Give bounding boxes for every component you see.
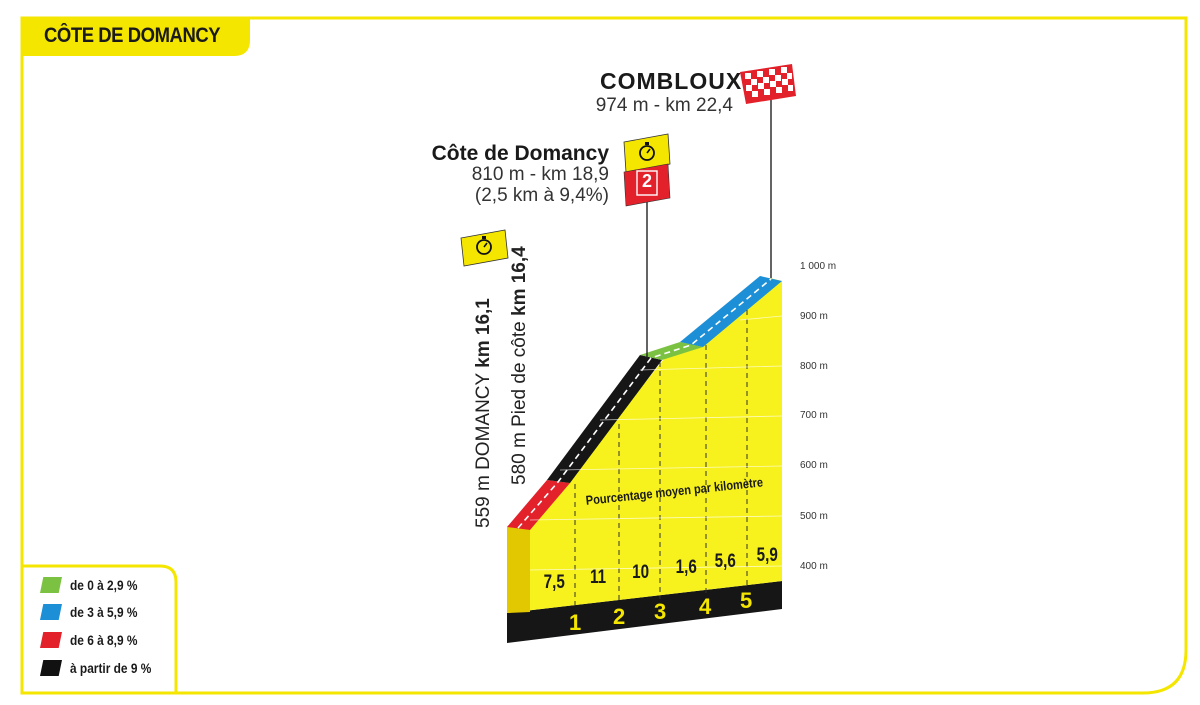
segment-black (547, 355, 662, 483)
legend-label: à partir de 9 % (70, 660, 152, 676)
y-tick: 600 m (800, 460, 828, 471)
profile-body (507, 278, 782, 613)
gradient-value: 11 (590, 567, 607, 588)
waypoint-town-km: km 16,1 (473, 298, 494, 368)
waypoint-foot-km: km 16,4 (509, 246, 530, 316)
route-centerline (517, 278, 772, 529)
y-tick: 700 m (800, 410, 828, 421)
waypoint-timer-flag-icon (460, 229, 509, 267)
category-number: 2 (641, 171, 652, 191)
outer-frame (20, 16, 1188, 695)
legend-item: à partir de 9 % (40, 658, 166, 678)
gradient-value: 7,5 (543, 572, 565, 593)
legend-label: de 3 à 5,9 % (70, 604, 138, 620)
gradient-value: 5,9 (756, 545, 778, 566)
gradient-value: 5,6 (714, 551, 736, 572)
waypoint-foot: 580 m Pied de côte km 16,4 (509, 246, 531, 485)
legend-swatch-green (40, 577, 62, 593)
y-tick: 400 m (800, 561, 828, 572)
timer-flag-icon (623, 133, 671, 173)
finish-detail: 974 m - km 22,4 (595, 95, 733, 116)
km-marker: 1 (569, 610, 582, 635)
km-marker: 5 (740, 588, 753, 613)
profile-side (507, 527, 530, 613)
legend-swatch-black (40, 660, 62, 676)
km-marker: 2 (613, 604, 626, 629)
altitude-grid (529, 315, 783, 571)
finish-flag-icon (740, 64, 796, 104)
km-marker: 3 (654, 599, 667, 624)
title-tab-bg (22, 18, 250, 56)
legend-item: de 6 à 8,9 % (40, 630, 149, 650)
waypoint-town: 559 m DOMANCY km 16,1 (473, 298, 495, 528)
gradient-value: 10 (632, 562, 650, 583)
km-marker: 4 (699, 594, 712, 619)
legend-item: de 3 à 5,9 % (40, 602, 149, 622)
km-guides (574, 310, 748, 609)
y-tick: 1 000 m (800, 261, 837, 272)
base-strip (507, 581, 782, 643)
legend-swatch-blue (40, 604, 62, 620)
climb-name: Côte de Domancy (431, 142, 609, 165)
legend-label: de 0 à 2,9 % (70, 577, 138, 593)
waypoint-foot-altitude: 580 m Pied de côte (509, 321, 530, 485)
y-tick: 800 m (800, 361, 828, 372)
legend-label: de 6 à 8,9 % (70, 632, 138, 648)
waypoint-town-altitude: 559 m DOMANCY (473, 373, 494, 528)
legend-swatch-red (40, 632, 62, 648)
page-title: CÔTE DE DOMANCY (44, 24, 221, 47)
climb-note: (2,5 km à 9,4%) (474, 185, 609, 206)
y-tick: 500 m (800, 511, 828, 522)
y-tick: 900 m (800, 311, 828, 322)
legend-item: de 0 à 2,9 % (40, 575, 149, 595)
finish-name: COMBLOUX (600, 68, 743, 94)
category-flag (623, 163, 671, 207)
climb-detail: 810 m - km 18,9 (471, 164, 609, 185)
gradient-value: 1,6 (675, 557, 697, 578)
